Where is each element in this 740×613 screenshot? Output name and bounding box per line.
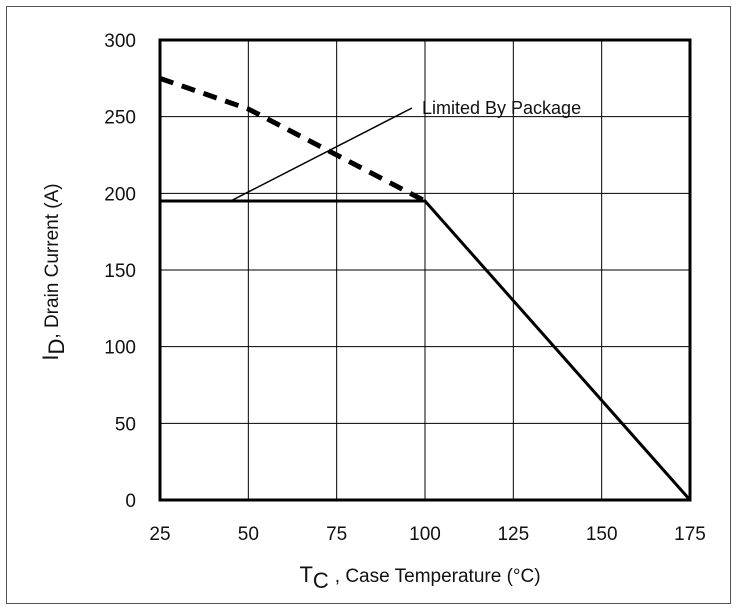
x-axis-label: TC, Case Temperature (°C) (299, 562, 540, 593)
x-tick-label: 25 (149, 524, 170, 545)
solid-series-line (160, 199, 692, 501)
annotation-text: Limited By Package (422, 98, 581, 118)
y-tick-label: 100 (104, 338, 136, 359)
x-tick-label: 125 (497, 524, 529, 545)
x-tick-label: 175 (674, 524, 706, 545)
y-axis-ticks: 0 50 100 150 200 250 300 (104, 31, 136, 512)
annotation: Limited By Package (230, 98, 581, 202)
y-axis-label: ID, Drain Current (A) (38, 183, 69, 360)
y-tick-label: 150 (104, 261, 136, 282)
y-tick-label: 300 (104, 31, 136, 52)
y-tick-label: 200 (104, 184, 136, 205)
x-tick-label: 150 (586, 524, 618, 545)
figure-frame (6, 6, 731, 604)
annotation-leader-line (230, 107, 413, 202)
grid (159, 39, 691, 501)
y-tick-label: 250 (104, 108, 136, 129)
plot-area (158, 38, 692, 502)
x-tick-label: 50 (238, 524, 259, 545)
x-tick-label: 100 (409, 524, 441, 545)
x-axis-ticks: 25 50 75 100 125 150 175 (149, 524, 705, 545)
dashed-series-line (159, 75, 427, 204)
y-tick-label: 50 (115, 414, 136, 435)
y-tick-label: 0 (125, 491, 136, 512)
x-tick-label: 75 (326, 524, 347, 545)
series-group (159, 75, 692, 501)
